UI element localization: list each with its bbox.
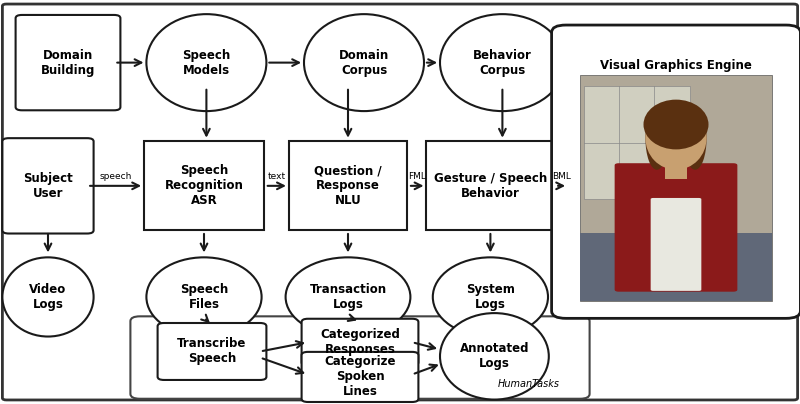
FancyBboxPatch shape	[650, 198, 702, 291]
Bar	[289, 141, 407, 230]
Ellipse shape	[646, 106, 668, 170]
Ellipse shape	[146, 257, 262, 337]
Text: Visual Graphics Engine: Visual Graphics Engine	[600, 59, 752, 72]
Text: Domain
Building: Domain Building	[41, 48, 95, 77]
Ellipse shape	[643, 100, 709, 149]
Text: Video
Logs: Video Logs	[30, 283, 66, 311]
Bar	[665, 152, 687, 179]
Text: Categorized
Responses: Categorized Responses	[320, 328, 400, 356]
Text: Subject
User: Subject User	[23, 172, 73, 200]
Bar	[581, 75, 771, 301]
Text: System
Logs: System Logs	[466, 283, 515, 311]
FancyBboxPatch shape	[130, 316, 590, 399]
Ellipse shape	[286, 257, 410, 337]
Ellipse shape	[146, 14, 266, 111]
FancyBboxPatch shape	[2, 4, 798, 400]
FancyBboxPatch shape	[302, 319, 418, 366]
Ellipse shape	[440, 313, 549, 400]
Text: Transaction
Logs: Transaction Logs	[310, 283, 386, 311]
Text: Annotated
Logs: Annotated Logs	[460, 342, 529, 370]
Bar	[426, 141, 554, 230]
Ellipse shape	[433, 257, 548, 337]
Text: BML: BML	[552, 172, 571, 181]
Text: Question /
Response
NLU: Question / Response NLU	[314, 164, 382, 207]
Text: Domain
Corpus: Domain Corpus	[339, 48, 389, 77]
FancyBboxPatch shape	[158, 323, 266, 380]
FancyBboxPatch shape	[302, 352, 418, 402]
Text: Behavior
Corpus: Behavior Corpus	[473, 48, 532, 77]
Text: Transcribe
Speech: Transcribe Speech	[178, 337, 246, 366]
FancyBboxPatch shape	[2, 138, 94, 234]
Text: Speech
Models: Speech Models	[182, 48, 230, 77]
FancyBboxPatch shape	[552, 25, 800, 318]
Text: Speech
Recognition
ASR: Speech Recognition ASR	[165, 164, 243, 207]
Text: speech: speech	[99, 172, 132, 181]
Text: text: text	[268, 172, 286, 181]
Text: FML: FML	[408, 172, 426, 181]
Bar	[581, 233, 771, 301]
FancyBboxPatch shape	[614, 163, 738, 292]
Ellipse shape	[304, 14, 424, 111]
Ellipse shape	[646, 106, 706, 170]
Bar	[584, 86, 690, 199]
Text: Categorize
Spoken
Lines: Categorize Spoken Lines	[324, 356, 396, 398]
Ellipse shape	[440, 14, 565, 111]
Bar	[144, 141, 264, 230]
Text: Gesture / Speech
Behavior: Gesture / Speech Behavior	[434, 172, 547, 200]
FancyBboxPatch shape	[16, 15, 121, 110]
Text: Speech
Files: Speech Files	[180, 283, 228, 311]
Text: HumanTasks: HumanTasks	[498, 379, 560, 389]
Ellipse shape	[684, 106, 706, 170]
Ellipse shape	[2, 257, 94, 337]
